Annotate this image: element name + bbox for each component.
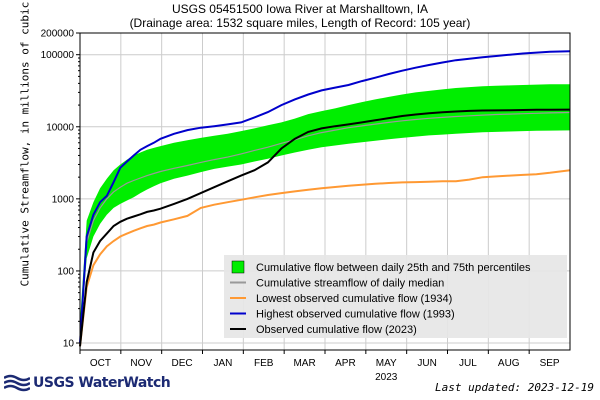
x-tick-label: MAY — [376, 358, 397, 369]
legend-label: Observed cumulative flow (2023) — [256, 324, 417, 336]
legend-box — [224, 255, 567, 338]
series-line-3 — [79, 50, 571, 344]
usgs-logo: USGS WaterWatch — [4, 372, 171, 394]
x-tick-label: FEB — [254, 358, 274, 369]
y-tick-label: 200000 — [41, 29, 75, 40]
y-tick-label: 10 — [63, 339, 75, 350]
legend-label: Lowest observed cumulative flow (1934) — [256, 293, 452, 305]
usgs-wave-icon — [4, 374, 30, 392]
x-tick-label: SEP — [540, 358, 560, 369]
band-layer — [80, 84, 570, 343]
series-line-4 — [79, 108, 571, 347]
y-ticks: 10 100 1000 10000 100000 200000 — [41, 29, 80, 350]
logo-text: USGS WaterWatch — [33, 375, 171, 391]
x-tick-label: JUN — [417, 358, 436, 369]
y-tick-label: 100000 — [41, 50, 75, 61]
x-tick-label: AUG — [498, 358, 520, 369]
x-tick-label: APR — [335, 358, 356, 369]
legend-swatch-band — [231, 260, 245, 274]
series-line-1 — [79, 111, 571, 338]
y-tick-label: 1000 — [52, 194, 75, 205]
x-tick-label: OCT — [90, 358, 111, 369]
last-updated: Last updated: 2023-12-19 — [435, 381, 594, 394]
x-tick-label: JAN — [213, 358, 232, 369]
y-tick-label: 100 — [57, 266, 74, 277]
legend-label: Cumulative flow between daily 25th and 7… — [256, 262, 531, 274]
chart-subtitle: (Drainage area: 1532 square miles, Lengt… — [129, 16, 471, 30]
y-tick-label: 10000 — [46, 122, 74, 133]
chart-title: USGS 05451500 Iowa River at Marshalltown… — [171, 2, 429, 16]
line-layer — [79, 50, 571, 347]
series-band-percentiles — [80, 84, 570, 343]
legend-label: Highest observed cumulative flow (1993) — [256, 309, 455, 321]
x-tick-label: NOV — [130, 358, 152, 369]
x-tick-label: MAR — [293, 358, 315, 369]
x-ticks: OCT NOV DEC JAN FEB MAR APR MAY JUN JUL AUG SEP — [79, 350, 560, 369]
x-year-label: 2023 — [375, 372, 398, 383]
x-tick-label: DEC — [172, 358, 193, 369]
legend-label: Cumulative streamflow of daily median — [256, 278, 444, 290]
legend: Cumulative flow between daily 25th and 7… — [224, 255, 567, 338]
x-tick-label: JUL — [459, 358, 477, 369]
series-line-2 — [79, 169, 571, 347]
